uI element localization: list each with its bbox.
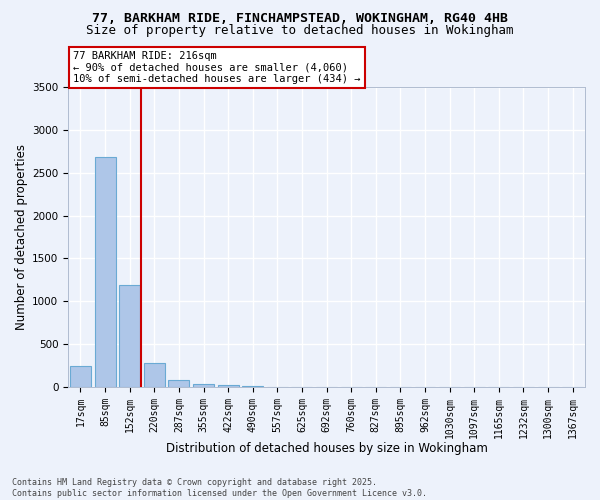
- Bar: [70, 366, 91, 387]
- Bar: [144, 363, 165, 387]
- X-axis label: Distribution of detached houses by size in Wokingham: Distribution of detached houses by size …: [166, 442, 488, 455]
- Text: Size of property relative to detached houses in Wokingham: Size of property relative to detached ho…: [86, 24, 514, 37]
- Bar: [95, 158, 116, 387]
- Bar: [119, 285, 140, 387]
- Text: 77, BARKHAM RIDE, FINCHAMPSTEAD, WOKINGHAM, RG40 4HB: 77, BARKHAM RIDE, FINCHAMPSTEAD, WOKINGH…: [92, 12, 508, 26]
- Bar: [169, 380, 190, 387]
- Y-axis label: Number of detached properties: Number of detached properties: [15, 144, 28, 330]
- Bar: [193, 384, 214, 387]
- Bar: [218, 386, 239, 387]
- Text: 77 BARKHAM RIDE: 216sqm
← 90% of detached houses are smaller (4,060)
10% of semi: 77 BARKHAM RIDE: 216sqm ← 90% of detache…: [73, 51, 361, 84]
- Bar: [242, 386, 263, 387]
- Text: Contains HM Land Registry data © Crown copyright and database right 2025.
Contai: Contains HM Land Registry data © Crown c…: [12, 478, 427, 498]
